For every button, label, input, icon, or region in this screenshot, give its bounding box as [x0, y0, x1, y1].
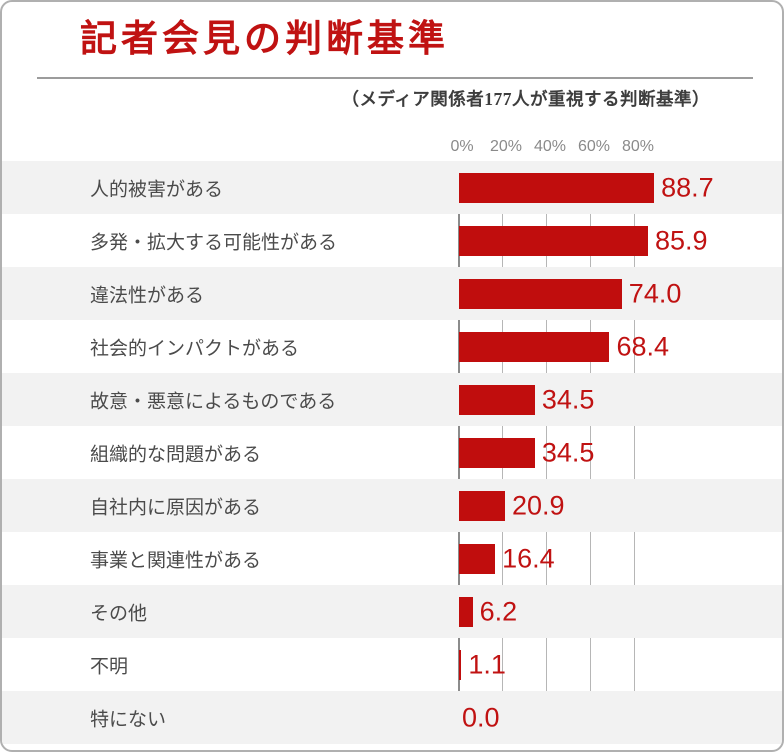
chart-row: 多発・拡大する可能性がある 85.9 — [2, 214, 782, 267]
x-axis-tick-label: 0% — [450, 138, 474, 155]
chart-row: 特にない 0.0 — [2, 691, 782, 744]
x-axis-tick-label: 60% — [577, 138, 611, 155]
chart-row: 事業と関連性がある 16.4 — [2, 532, 782, 585]
category-label: 自社内に原因がある — [90, 497, 262, 518]
category-label: その他 — [90, 603, 148, 624]
gridline — [546, 161, 547, 744]
bar — [459, 278, 622, 309]
x-axis-tick-label: 20% — [489, 138, 523, 155]
chart-row: 故意・悪意によるものである 34.5 — [2, 373, 782, 426]
title-underline — [37, 77, 753, 79]
category-label: 違法性がある — [90, 285, 205, 306]
chart-subtitle: （メディア関係者177人が重視する判断基準） — [341, 89, 710, 109]
category-label: 多発・拡大する可能性がある — [90, 232, 338, 253]
category-label: 人的被害がある — [90, 179, 224, 200]
category-label: 事業と関連性がある — [90, 550, 262, 571]
bar — [459, 490, 505, 521]
chart-row: 違法性がある 74.0 — [2, 267, 782, 320]
bar — [459, 437, 535, 468]
value-label: 88.7 — [661, 172, 714, 202]
chart-row: 社会的インパクトがある 68.4 — [2, 320, 782, 373]
category-label: 社会的インパクトがある — [90, 338, 300, 359]
x-axis-labels: 0% 20% 40% 60% 80% — [2, 138, 782, 158]
chart-row: 自社内に原因がある 20.9 — [2, 479, 782, 532]
chart-row: その他 6.2 — [2, 585, 782, 638]
chart-row: 不明 1.1 — [2, 638, 782, 691]
value-label: 0.0 — [462, 702, 500, 732]
value-label: 16.4 — [502, 543, 555, 573]
x-axis-tick-label: 40% — [533, 138, 567, 155]
category-label: 組織的な問題がある — [90, 444, 262, 465]
chart-row: 組織的な問題がある 34.5 — [2, 426, 782, 479]
bar — [459, 649, 462, 680]
chart-title: 記者会見の判断基準 — [80, 19, 449, 60]
bar — [459, 543, 496, 574]
category-label: 特にない — [90, 709, 167, 730]
value-label: 20.9 — [511, 490, 565, 520]
value-label: 74.0 — [628, 278, 682, 308]
bar — [459, 384, 535, 415]
x-axis-tick-label: 80% — [621, 138, 655, 155]
plot-area: 人的被害がある 88.7 多発・拡大する可能性がある 85.9 違法性がある 74.0 社会… — [2, 161, 782, 744]
value-label: 34.5 — [541, 437, 595, 467]
value-label: 68.4 — [616, 331, 670, 361]
bar — [459, 596, 473, 627]
bar — [459, 172, 655, 203]
category-label: 故意・悪意によるものである — [90, 391, 337, 412]
chart-row: 人的被害がある 88.7 — [2, 161, 782, 214]
value-label: 85.9 — [654, 225, 708, 255]
value-label: 1.1 — [468, 649, 506, 679]
value-label: 6.2 — [479, 596, 518, 626]
bar — [459, 225, 648, 256]
bar — [459, 331, 610, 362]
gridline — [590, 161, 591, 744]
category-label: 不明 — [90, 656, 129, 677]
value-label: 34.5 — [541, 384, 595, 414]
gridline — [634, 161, 635, 744]
